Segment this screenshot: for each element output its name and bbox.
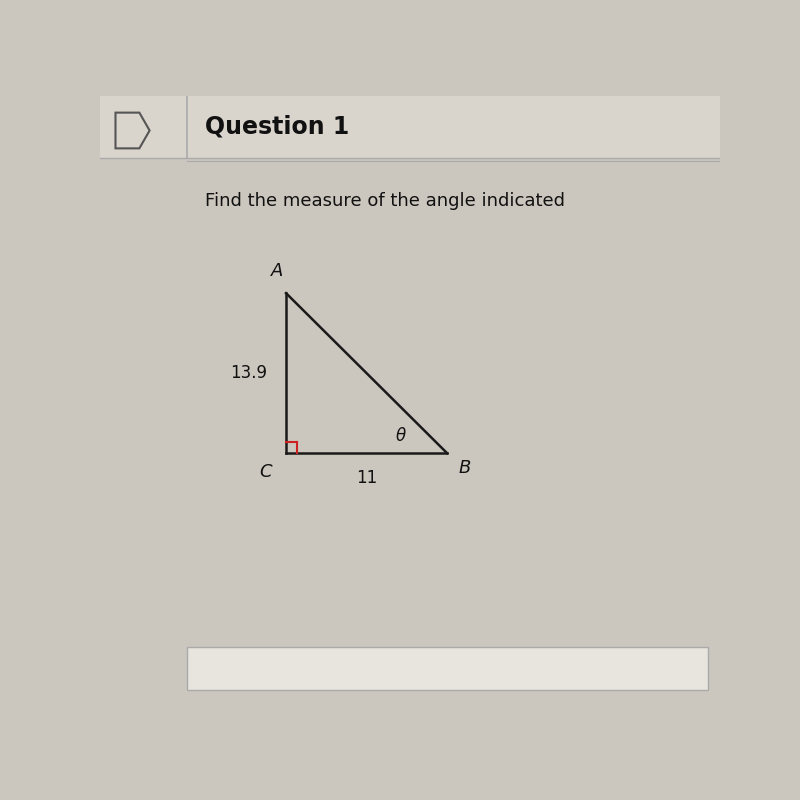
- Text: Question 1: Question 1: [206, 115, 350, 139]
- Text: A: A: [270, 262, 283, 279]
- Text: 11: 11: [356, 469, 378, 486]
- Text: 13.9: 13.9: [230, 364, 267, 382]
- Text: C: C: [260, 462, 272, 481]
- Text: θ: θ: [396, 427, 406, 445]
- Bar: [100, 96, 720, 158]
- Text: Find the measure of the angle indicated: Find the measure of the angle indicated: [206, 192, 566, 210]
- Text: B: B: [458, 459, 470, 478]
- Bar: [187, 647, 707, 690]
